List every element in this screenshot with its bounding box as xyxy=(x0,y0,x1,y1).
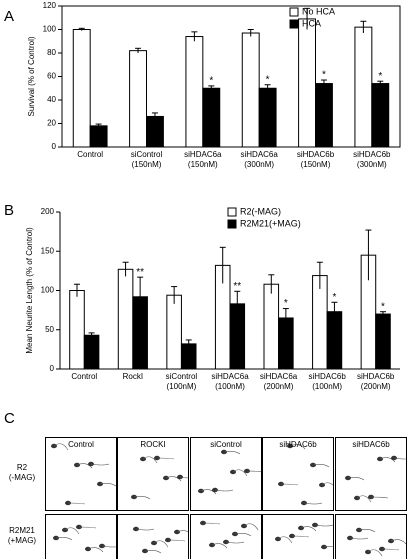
cells xyxy=(131,455,188,500)
column-label: siControl xyxy=(210,440,242,449)
x-tick-label: siHDAC6b (150nM) xyxy=(296,150,335,169)
bar xyxy=(69,290,85,370)
legend-swatch xyxy=(289,7,299,17)
significance-marker: ** xyxy=(233,281,241,292)
bar xyxy=(263,283,280,370)
legend-label: HCA xyxy=(302,18,321,28)
y-tick-label: 100 xyxy=(43,25,57,34)
x-tick-label: siHDAC6a (300nM) xyxy=(240,150,278,169)
row-label: R2M21 (+MAG) xyxy=(7,526,37,545)
micrograph: ROCKI xyxy=(117,437,189,511)
bar xyxy=(315,83,333,148)
bar xyxy=(371,83,390,148)
bar xyxy=(89,125,108,148)
cells xyxy=(345,455,406,503)
significance-marker: * xyxy=(266,74,270,85)
column-label: siHDAC6b xyxy=(279,440,317,449)
legend-label: R2M21(+MAG) xyxy=(240,218,301,228)
bar xyxy=(129,50,148,148)
bar xyxy=(202,87,221,148)
micrograph: siControl xyxy=(190,437,262,511)
cells xyxy=(198,449,261,495)
y-tick-label: 50 xyxy=(45,325,54,334)
x-tick-label: Control xyxy=(71,372,98,381)
legend-swatch xyxy=(227,207,237,217)
plot-frame xyxy=(61,5,401,148)
bar xyxy=(375,313,391,370)
legend-swatch xyxy=(227,219,237,229)
micrograph xyxy=(117,514,189,559)
x-tick-label: Control xyxy=(77,150,104,159)
cells xyxy=(133,526,188,554)
y-tick-label: 0 xyxy=(50,364,55,373)
legend-label: R2(-MAG) xyxy=(240,206,281,216)
x-tick-label: siHDAC6a (100nM) xyxy=(211,372,249,391)
significance-marker: * xyxy=(378,71,382,82)
y-tick-label: 40 xyxy=(47,95,56,104)
significance-marker: * xyxy=(284,298,288,309)
micrograph: Control xyxy=(45,437,117,511)
y-tick-label: 200 xyxy=(41,207,55,216)
row-label: R2 (-MAG) xyxy=(8,463,36,482)
cells xyxy=(278,443,333,506)
bar xyxy=(258,87,277,148)
micrograph xyxy=(335,514,407,559)
panel-label: B xyxy=(4,202,15,219)
panel-label: A xyxy=(4,8,15,25)
bar xyxy=(83,334,100,370)
y-axis-label: Survival (% of Control) xyxy=(27,36,36,116)
cells xyxy=(53,524,116,553)
column-label: siHDAC6b xyxy=(352,440,390,449)
cells xyxy=(200,520,259,549)
y-tick-label: 20 xyxy=(47,119,56,128)
y-tick-label: 120 xyxy=(43,1,57,10)
significance-marker: * xyxy=(322,70,326,81)
x-tick-label: siHDAC6b (300nM) xyxy=(353,150,391,169)
significance-marker: * xyxy=(381,301,385,312)
bar xyxy=(72,29,91,148)
bar xyxy=(298,18,317,148)
micrograph: siHDAC6b xyxy=(335,437,407,511)
bar xyxy=(241,32,260,148)
x-tick-label: siHDAC6b (100nM) xyxy=(308,372,346,391)
micrograph xyxy=(190,514,262,559)
bar xyxy=(117,268,134,370)
column-label: ROCKI xyxy=(140,440,166,449)
y-tick-label: 150 xyxy=(41,246,55,255)
cells xyxy=(347,527,406,557)
micrograph: siHDAC6b xyxy=(262,437,334,511)
bar xyxy=(185,36,204,148)
y-tick-label: 100 xyxy=(41,286,55,295)
y-tick-label: 0 xyxy=(52,142,57,151)
y-axis-label: Mean Neurite Length (% of Control) xyxy=(25,227,34,354)
y-tick-label: 60 xyxy=(47,72,56,81)
bar xyxy=(166,294,182,370)
x-tick-label: siControl (150nM) xyxy=(130,150,163,169)
cells xyxy=(51,443,116,506)
legend-swatch xyxy=(289,19,299,29)
significance-marker: * xyxy=(209,76,213,87)
legend-label: No HCA xyxy=(302,6,335,16)
column-label: Control xyxy=(68,440,94,449)
bar xyxy=(354,26,373,148)
micrograph xyxy=(45,514,117,559)
x-tick-label: siHDAC6a (200nM) xyxy=(259,372,298,391)
y-tick-label: 80 xyxy=(47,48,56,57)
x-tick-label: siControl (100nM) xyxy=(165,372,198,391)
significance-marker: ** xyxy=(136,267,144,278)
bar xyxy=(146,115,164,148)
significance-marker: * xyxy=(332,292,336,303)
panel-label: C xyxy=(4,410,15,427)
cells xyxy=(275,522,333,550)
x-tick-label: siHDAC6a (150nM) xyxy=(184,150,222,169)
x-tick-label: siHDAC6b (200nM) xyxy=(357,372,395,391)
x-tick-label: RockI xyxy=(122,372,144,381)
bar xyxy=(312,275,328,370)
micrograph xyxy=(262,514,334,559)
